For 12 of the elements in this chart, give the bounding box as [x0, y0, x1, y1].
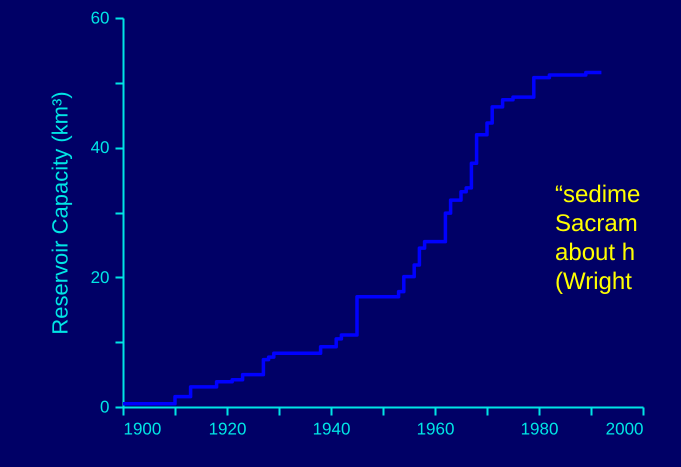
x-tick-label: 1900	[124, 420, 162, 438]
y-tick-label: 20	[90, 268, 110, 287]
x-tick-label: 1920	[208, 420, 246, 438]
x-tick-label: 1980	[520, 420, 558, 438]
x-tick-label: 1940	[312, 420, 350, 438]
annotation: “sedime Sacram about h (Wright	[555, 181, 640, 295]
x-tick-label: 2000	[606, 420, 644, 438]
x-tick-label: 1960	[416, 420, 454, 438]
y-tick-label: 40	[90, 138, 110, 158]
y-tick-label: 60	[90, 8, 110, 28]
y-tick-label: 0	[100, 398, 110, 416]
y-axis-title: Reservoir Capacity (km³)	[48, 91, 73, 335]
